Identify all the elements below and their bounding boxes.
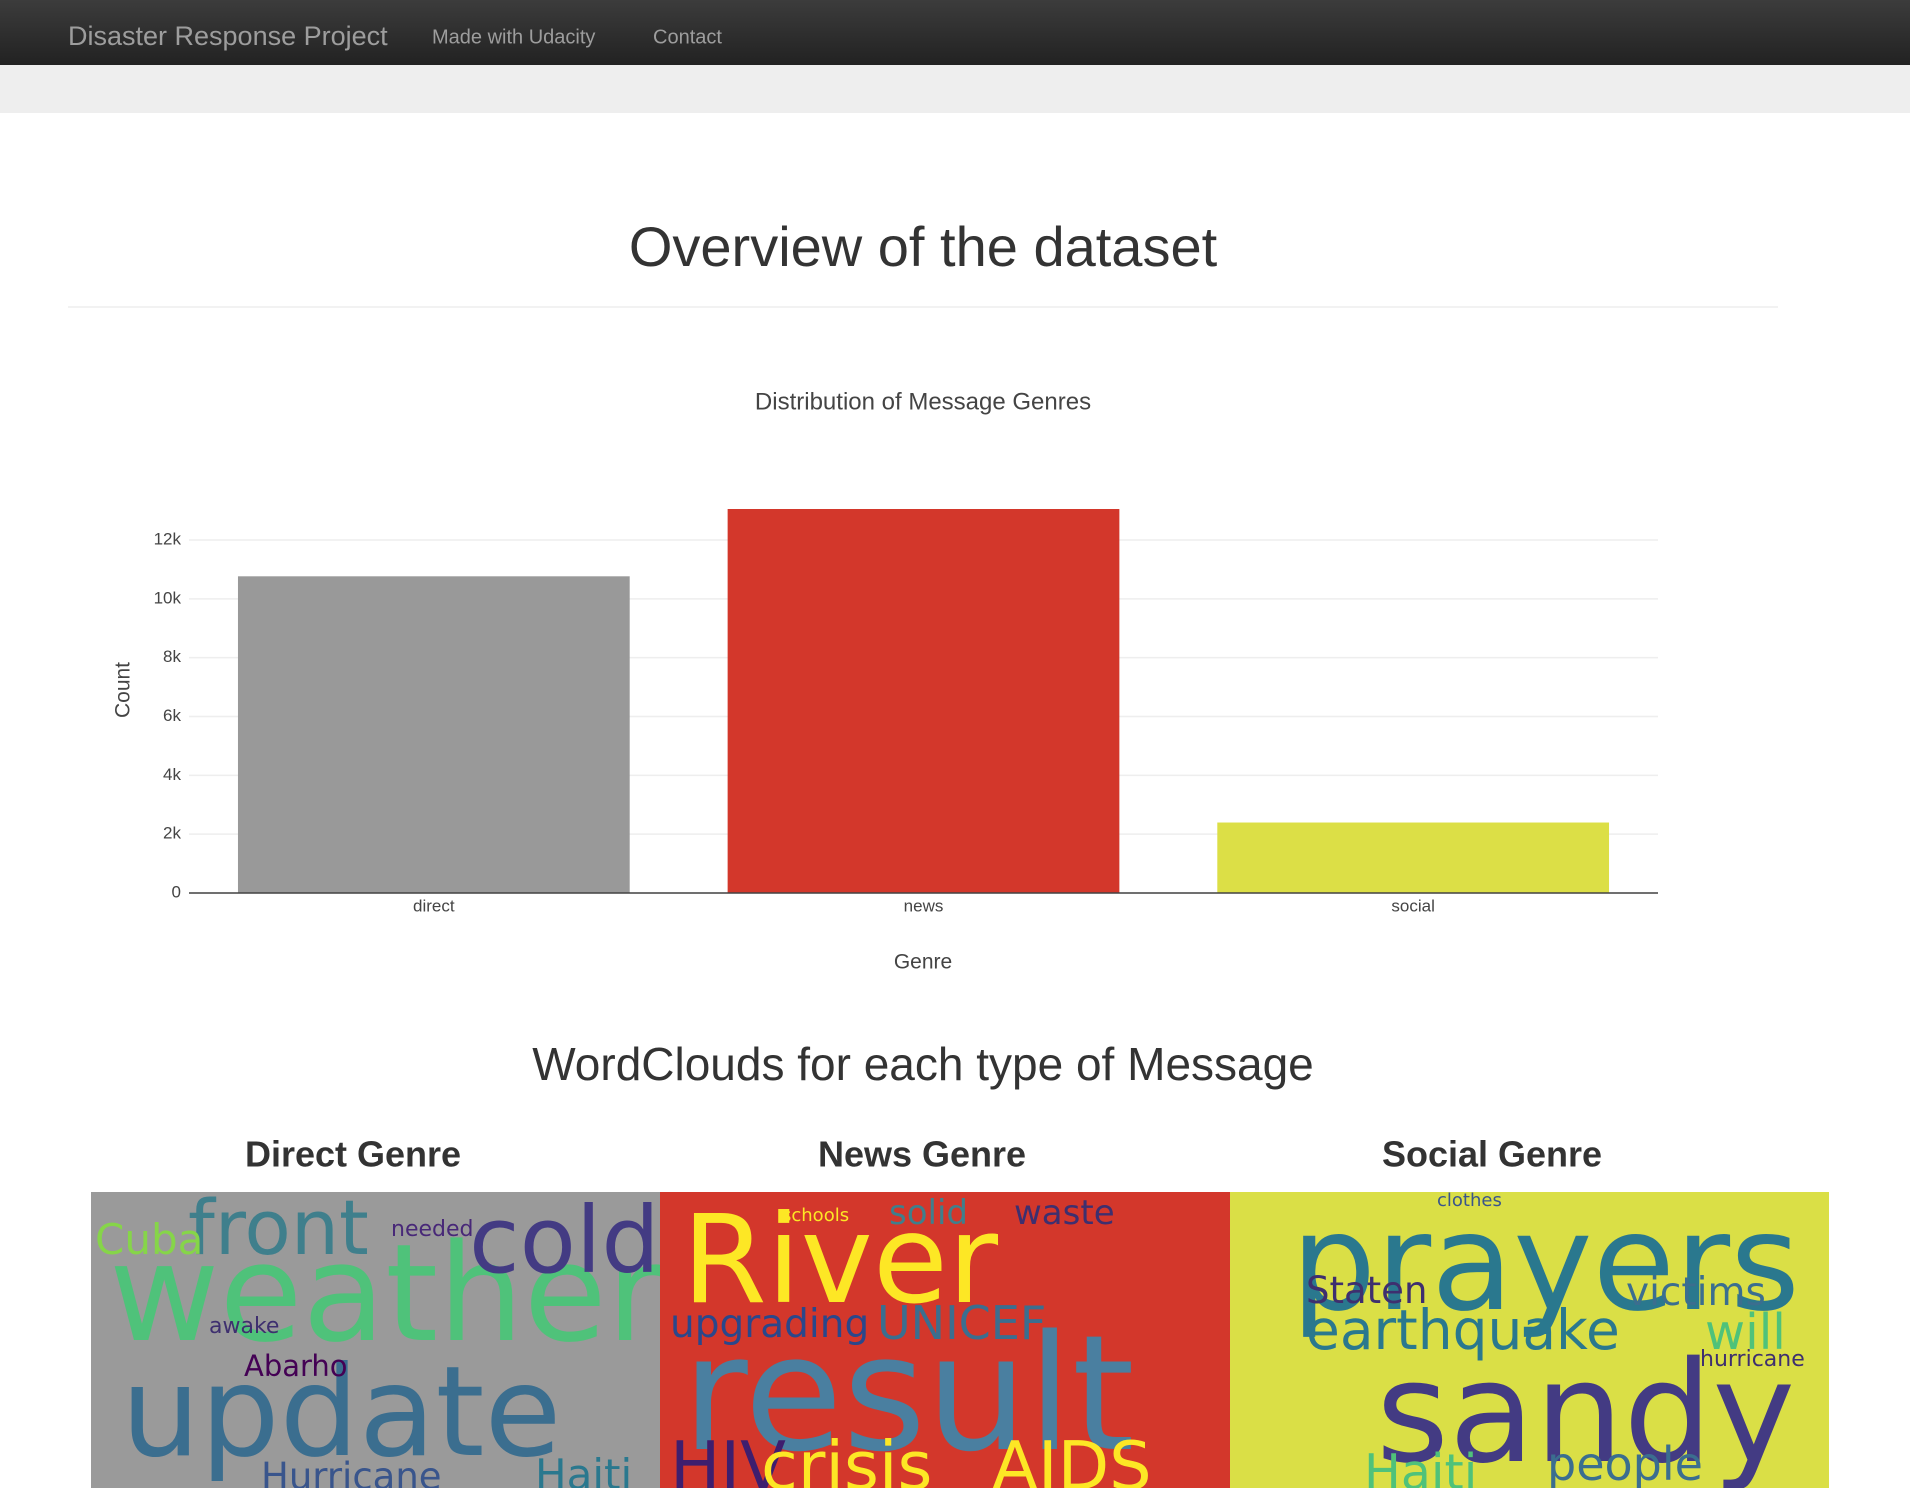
- section-heading: WordClouds for each type of Message: [532, 1038, 1314, 1090]
- wordcloud-background: [660, 1192, 1230, 1488]
- y-tick-label: 4k: [163, 765, 181, 784]
- chart: Distribution of Message Genres Genre Cou…: [112, 388, 1658, 974]
- wordcloud-word: schools: [782, 1205, 849, 1226]
- nav-link[interactable]: Made with Udacity: [432, 26, 595, 48]
- bar: [1217, 822, 1610, 893]
- y-tick-label: 12k: [154, 529, 182, 548]
- wordcloud-word: clothes: [1437, 1190, 1502, 1211]
- jumbotron: [0, 65, 1910, 113]
- wordcloud-word: HIV: [670, 1427, 786, 1488]
- wordcloud-word: awake: [209, 1314, 279, 1339]
- wordcloud-word: cold: [469, 1187, 660, 1294]
- wordcloud-word: River: [682, 1189, 999, 1331]
- chart-title: Distribution of Message Genres: [755, 388, 1091, 415]
- y-tick-label: 2k: [163, 824, 181, 843]
- y-axis-title: Count: [112, 662, 135, 718]
- x-tick-label: social: [1391, 896, 1434, 915]
- wordcloud-word: Hurricane: [261, 1455, 442, 1488]
- y-tick-label: 8k: [163, 647, 181, 666]
- bar: [237, 576, 630, 893]
- wordcloud-word: crisis: [761, 1427, 932, 1488]
- panel-title: Direct Genre: [245, 1134, 461, 1175]
- wordcloud-word: needed: [391, 1217, 473, 1242]
- wordcloud-word: waste: [1014, 1193, 1115, 1233]
- wordcloud-word: Haiti: [1364, 1444, 1477, 1488]
- panel-title: Social Genre: [1382, 1134, 1602, 1175]
- wordcloud-word: hurricane: [1700, 1347, 1805, 1372]
- wordcloud-word: front: [188, 1183, 369, 1272]
- wordcloud-word: update: [121, 1340, 561, 1485]
- y-tick-label: 6k: [163, 706, 181, 725]
- navbar-brand[interactable]: Disaster Response Project: [68, 21, 388, 51]
- wordcloud-word: Haiti: [535, 1450, 632, 1488]
- wordcloud-word: upgrading: [670, 1302, 869, 1347]
- wordcloud-word: solid: [889, 1193, 968, 1233]
- nav-link[interactable]: Contact: [653, 26, 722, 48]
- navbar: [0, 0, 1910, 65]
- wordcloud-word: victims: [1626, 1270, 1766, 1315]
- wordcloud-word: weather: [109, 1215, 663, 1372]
- y-tick-label: 10k: [154, 588, 182, 607]
- wordcloud-word: Cuba: [95, 1215, 203, 1264]
- wordcloud-word: sandy: [1376, 1332, 1795, 1488]
- bar: [727, 509, 1120, 893]
- x-axis-title: Genre: [894, 951, 952, 974]
- y-tick-label: 0: [172, 882, 181, 901]
- x-tick-label: direct: [413, 896, 455, 915]
- wordcloud-word: UNICEF: [877, 1296, 1046, 1350]
- wordcloud-word: will: [1705, 1304, 1786, 1361]
- x-tick-label: news: [904, 896, 944, 915]
- wordcloud-word: earthquake: [1306, 1298, 1620, 1362]
- wordcloud-background: [1230, 1192, 1829, 1488]
- wordcloud-word: result: [682, 1300, 1135, 1487]
- wordcloud-word: prayers: [1291, 1185, 1800, 1341]
- page-heading: Overview of the dataset: [629, 215, 1218, 278]
- wordcloud-word: people: [1547, 1437, 1703, 1488]
- wordcloud-background: [91, 1192, 660, 1488]
- wordcloud-word: Staten: [1306, 1269, 1427, 1312]
- wordcloud-word: AIDS: [992, 1427, 1152, 1488]
- wordcloud-word: Abarho: [244, 1349, 348, 1383]
- panel-title: News Genre: [818, 1134, 1026, 1175]
